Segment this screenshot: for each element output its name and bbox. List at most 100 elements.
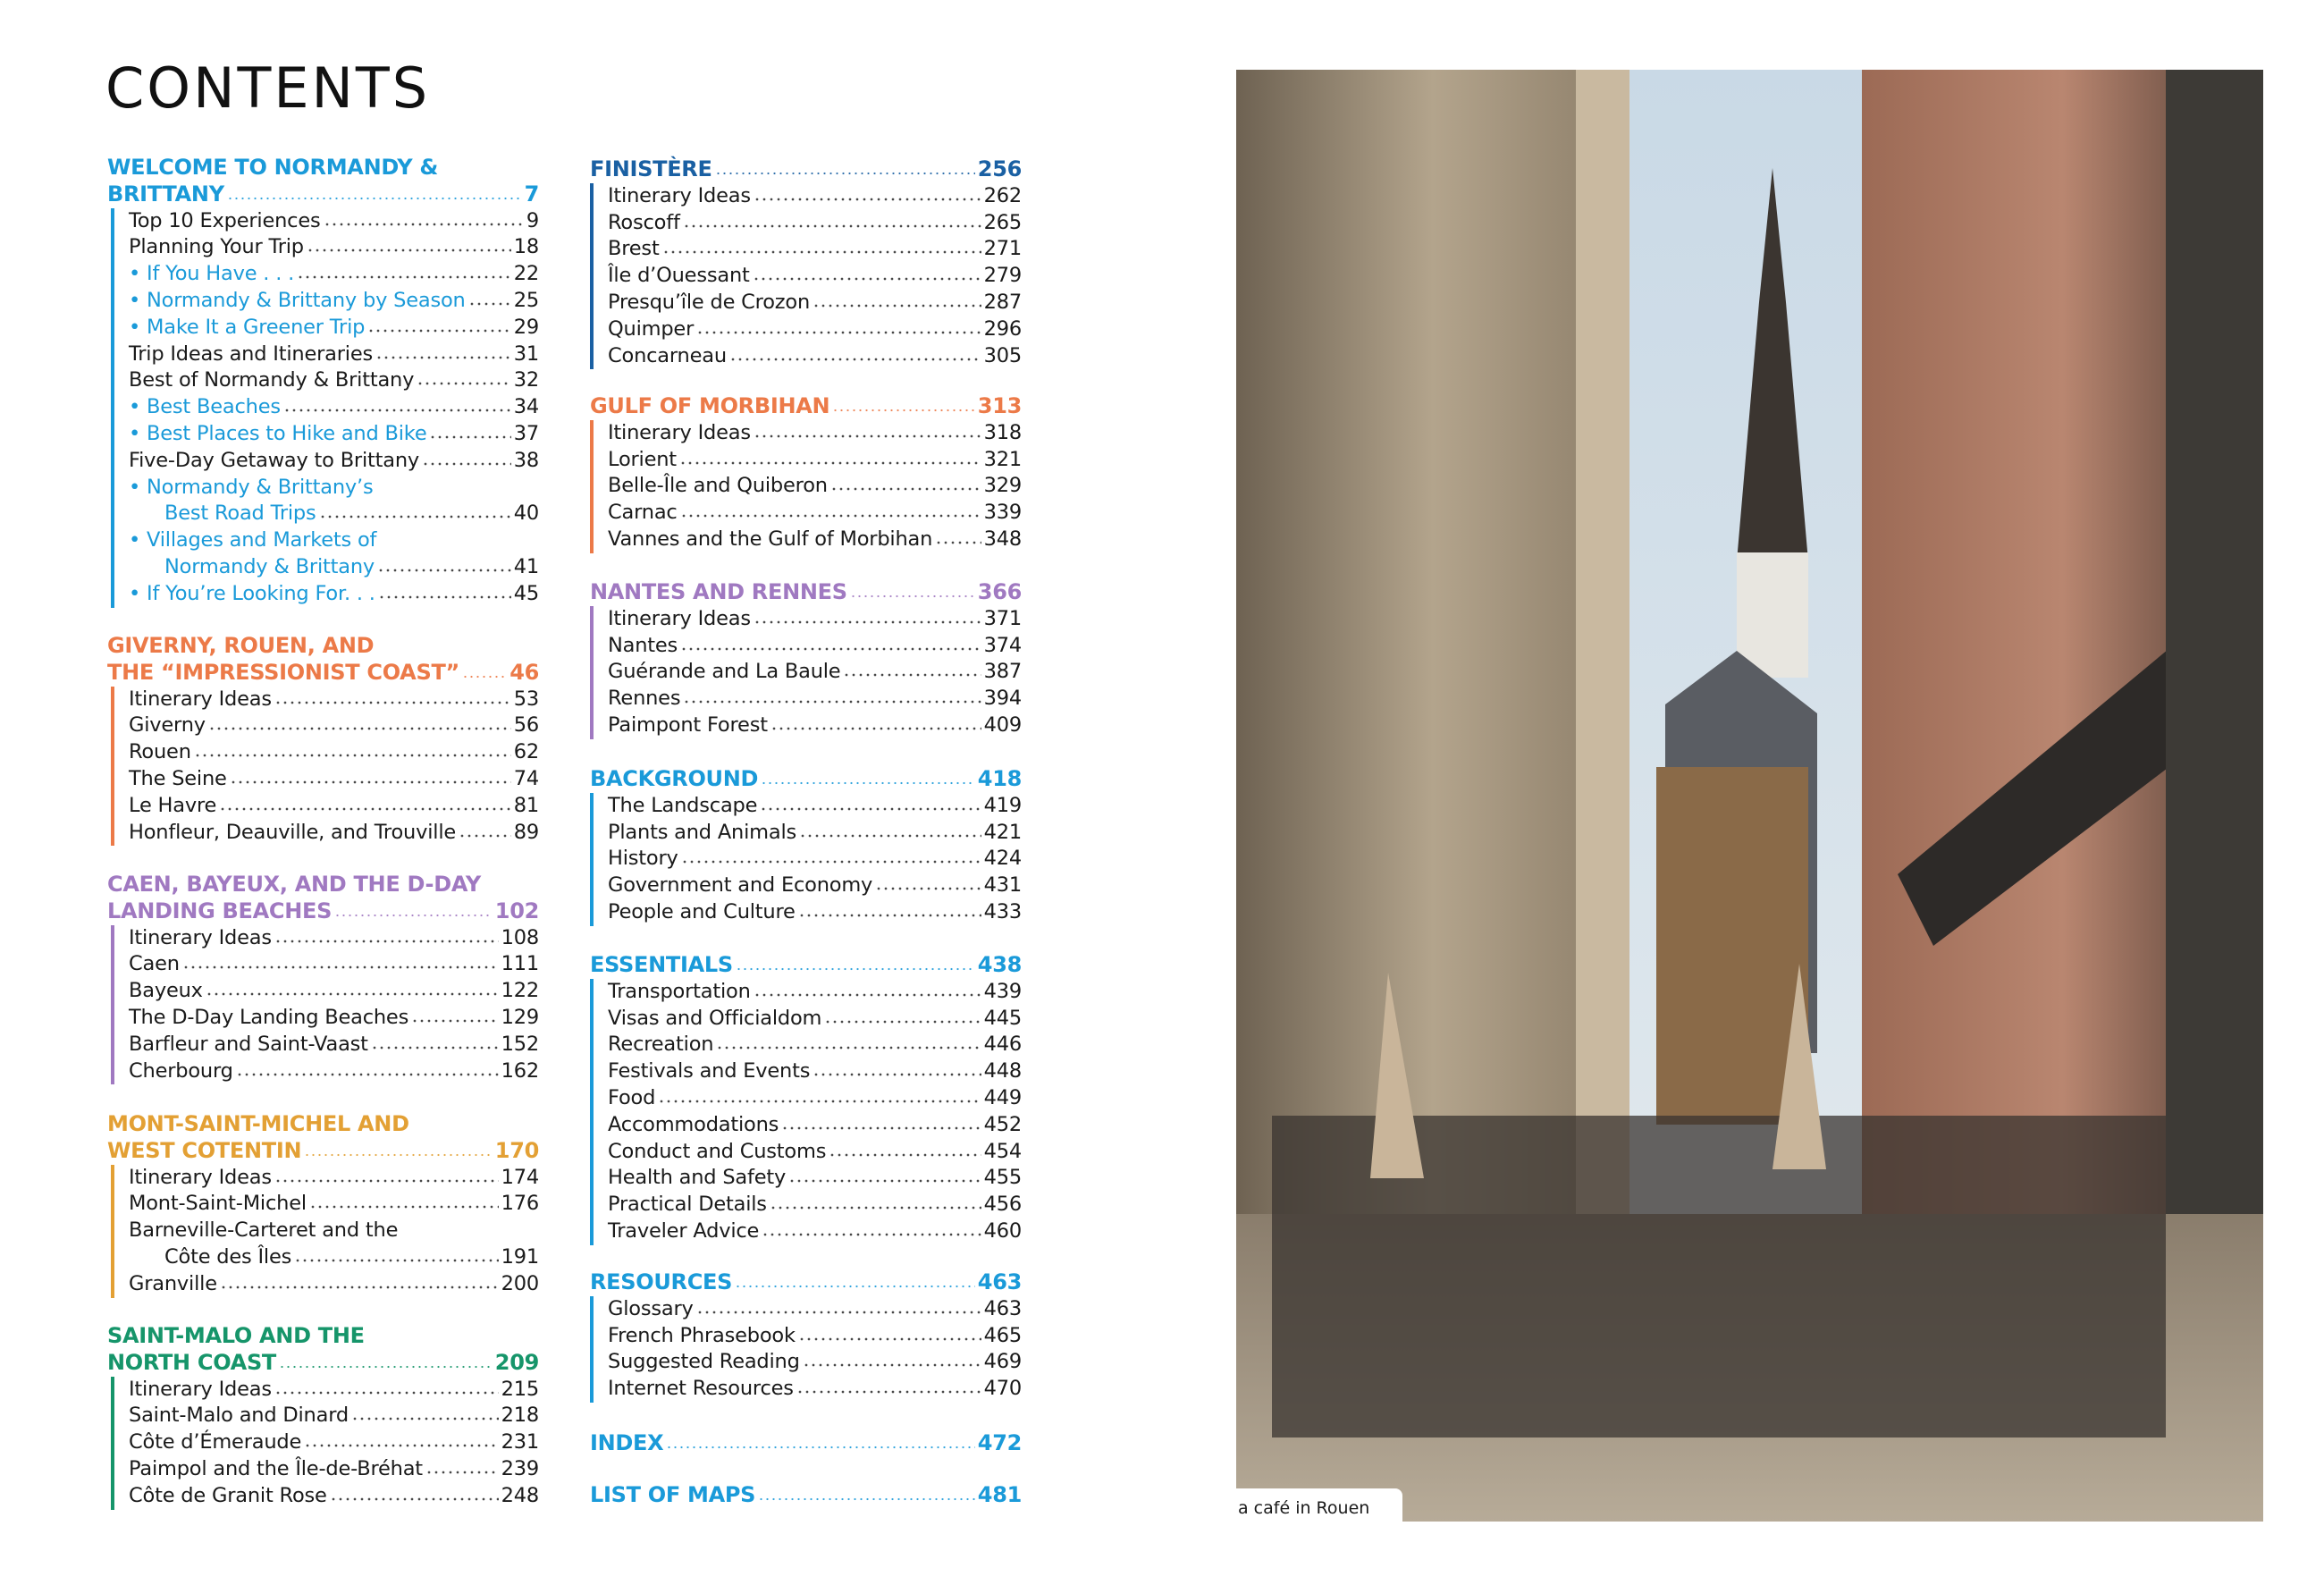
section-heading[interactable]: LIST OF MAPS 481 [590,1482,1022,1509]
toc-entry[interactable]: Itinerary Ideas 262 [608,183,1022,210]
toc-entry[interactable]: Rennes 394 [608,686,1022,712]
toc-entry[interactable]: Best Road Trips 40 [129,501,539,527]
toc-entry[interactable]: Itinerary Ideas 53 [129,687,539,713]
toc-entry[interactable]: • Best Places to Hike and Bike 37 [129,421,539,448]
toc-entry[interactable]: • Normandy & Brittany’s [129,475,539,502]
toc-entry[interactable]: Conduct and Customs 454 [608,1139,1022,1166]
dot-leader [306,248,511,254]
toc-entry[interactable]: Rouen 62 [129,739,539,766]
toc-entry[interactable]: Top 10 Experiences 9 [129,208,539,235]
toc-entry[interactable]: Visas and Officialdom 445 [608,1006,1022,1033]
toc-entry[interactable]: Caen 111 [129,951,539,978]
toc-entry[interactable]: Plants and Animals 421 [608,820,1022,847]
toc-entry[interactable]: Giverny 56 [129,712,539,739]
toc-entry[interactable]: Saint-Malo and Dinard 218 [129,1403,539,1429]
toc-entry[interactable]: • If You Have . . . 22 [129,261,539,288]
toc-entry-label: Food [608,1085,656,1109]
section-heading[interactable]: SAINT-MALO AND THE [107,1323,539,1350]
toc-entry[interactable]: Barneville-Carteret and the [129,1218,539,1244]
toc-entry[interactable]: Cherbourg 162 [129,1058,539,1085]
toc-entry[interactable]: Paimpol and the Île-de-Bréhat 239 [129,1456,539,1483]
toc-entry[interactable]: Côte d’Émeraude 231 [129,1429,539,1456]
toc-entry[interactable]: Belle-Île and Quiberon 329 [608,473,1022,500]
section-heading[interactable]: NORTH COAST 209 [107,1350,539,1377]
section-heading[interactable]: THE “IMPRESSIONIST COAST” 46 [107,660,539,687]
toc-entry[interactable]: Traveler Advice 460 [608,1218,1022,1245]
section-heading[interactable]: GIVERNY, ROUEN, AND [107,633,539,660]
section-heading[interactable]: MONT-SAINT-MICHEL AND [107,1111,539,1138]
toc-entry[interactable]: Concarneau 305 [608,343,1022,370]
toc-entry[interactable]: Festivals and Events 448 [608,1058,1022,1085]
toc-entry[interactable]: • Make It a Greener Trip 29 [129,315,539,341]
toc-entry[interactable]: Honfleur, Deauville, and Trouville 89 [129,820,539,847]
toc-entry[interactable]: Trip Ideas and Itineraries 31 [129,341,539,368]
toc-entry[interactable]: Carnac 339 [608,500,1022,527]
toc-entry[interactable]: Vannes and the Gulf of Morbihan 348 [608,527,1022,553]
toc-entry-page: 433 [983,899,1023,923]
toc-entry[interactable]: Le Havre 81 [129,793,539,820]
toc-entry[interactable]: Mont-Saint-Michel 176 [129,1191,539,1218]
toc-entry[interactable]: Accommodations 452 [608,1112,1022,1139]
toc-entry[interactable]: Bayeux 122 [129,978,539,1005]
toc-entry[interactable]: People and Culture 433 [608,899,1022,926]
section-heading[interactable]: FINISTÈRE 256 [590,156,1022,183]
section-heading[interactable]: ESSENTIALS 438 [590,952,1022,979]
toc-entry[interactable]: Itinerary Ideas 215 [129,1377,539,1404]
toc-entry[interactable]: The Seine 74 [129,766,539,793]
toc-entry[interactable]: Lorient 321 [608,447,1022,474]
toc-entry[interactable]: Transportation 439 [608,979,1022,1006]
toc-entry[interactable]: Glossary 463 [608,1296,1022,1323]
toc-entry[interactable]: Guérande and La Baule 387 [608,659,1022,686]
dot-leader [770,725,981,731]
toc-entry[interactable]: Food 449 [608,1085,1022,1112]
toc-entry[interactable]: Granville 200 [129,1271,539,1298]
toc-entry[interactable]: Itinerary Ideas 174 [129,1165,539,1192]
toc-entry[interactable]: • Villages and Markets of [129,527,539,554]
toc-entry[interactable]: History 424 [608,846,1022,873]
dot-leader [274,1177,499,1184]
toc-entry[interactable]: Nantes 374 [608,633,1022,660]
toc-entry[interactable]: Île d’Ouessant 279 [608,263,1022,290]
toc-entry[interactable]: Paimpont Forest 409 [608,712,1022,739]
toc-entry[interactable]: Itinerary Ideas 371 [608,606,1022,633]
toc-entry[interactable]: Government and Economy 431 [608,873,1022,899]
toc-entry[interactable]: Brest 271 [608,236,1022,263]
section-heading[interactable]: GULF OF MORBIHAN 313 [590,393,1022,420]
section-heading[interactable]: LANDING BEACHES 102 [107,898,539,925]
toc-entry[interactable]: Itinerary Ideas 318 [608,420,1022,447]
toc-entry[interactable]: Planning Your Trip 18 [129,234,539,261]
toc-entry[interactable]: The D-Day Landing Beaches 129 [129,1005,539,1032]
toc-entry[interactable]: Best of Normandy & Brittany 32 [129,367,539,394]
toc-entry[interactable]: • Normandy & Brittany by Season 25 [129,288,539,315]
toc-entry[interactable]: Internet Resources 470 [608,1376,1022,1403]
section-heading[interactable]: NANTES AND RENNES 366 [590,579,1022,606]
section-heading[interactable]: WEST COTENTIN 170 [107,1138,539,1165]
section-heading[interactable]: WELCOME TO NORMANDY & [107,155,539,181]
section-heading[interactable]: BRITTANY 7 [107,181,539,208]
toc-entry[interactable]: Recreation 446 [608,1032,1022,1058]
toc-entry[interactable]: • Best Beaches 34 [129,394,539,421]
toc-entry-page: 162 [501,1058,540,1083]
toc-entry[interactable]: Presqu’île de Crozon 287 [608,290,1022,316]
photo-caption: a café in Rouen [1236,1488,1402,1522]
section-heading[interactable]: BACKGROUND 418 [590,766,1022,793]
toc-entry[interactable]: Normandy & Brittany 41 [129,554,539,581]
toc-entry[interactable]: The Landscape 419 [608,793,1022,820]
toc-entry[interactable]: Itinerary Ideas 108 [129,925,539,952]
dot-leader [781,1125,981,1131]
section-heading[interactable]: CAEN, BAYEUX, AND THE D-DAY [107,872,539,898]
toc-entry[interactable]: Health and Safety 455 [608,1165,1022,1192]
toc-entry[interactable]: Five-Day Getaway to Brittany 38 [129,448,539,475]
toc-entry[interactable]: • If You’re Looking For. . . 45 [129,581,539,608]
toc-entry[interactable]: Practical Details 456 [608,1192,1022,1218]
toc-entry[interactable]: Suggested Reading 469 [608,1349,1022,1376]
toc-entry[interactable]: Quimper 296 [608,316,1022,343]
section-heading[interactable]: RESOURCES 463 [590,1269,1022,1296]
toc-entry[interactable]: Côte de Granit Rose 248 [129,1483,539,1510]
toc-entry[interactable]: Côte des Îles 191 [129,1244,539,1271]
toc-entry[interactable]: French Phrasebook 465 [608,1323,1022,1350]
toc-entry-page: 452 [983,1112,1023,1136]
toc-entry[interactable]: Roscoff 265 [608,210,1022,237]
toc-entry[interactable]: Barfleur and Saint-Vaast 152 [129,1032,539,1058]
section-heading[interactable]: INDEX 472 [590,1430,1022,1457]
